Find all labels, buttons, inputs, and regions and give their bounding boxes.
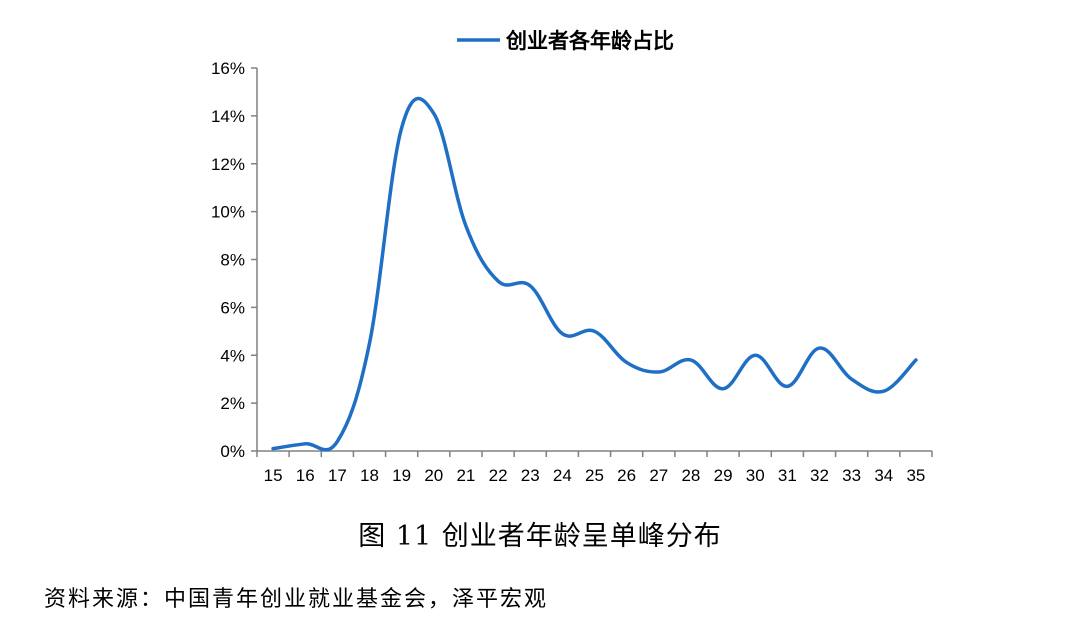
x-tick-label: 35: [906, 466, 925, 485]
series-line: [271, 96, 918, 452]
data-point: [335, 439, 339, 443]
x-tick-label: 18: [360, 466, 379, 485]
data-point: [368, 341, 372, 345]
x-tick-label: 26: [617, 466, 636, 485]
y-tick-label: 6%: [220, 298, 245, 317]
x-tick-label: 34: [874, 466, 893, 485]
x-tick-label: 17: [328, 466, 347, 485]
x-tick-label: 27: [649, 466, 668, 485]
x-tick-label: 30: [746, 466, 765, 485]
data-point: [625, 360, 629, 364]
data-point: [882, 389, 886, 393]
x-tick-label: 20: [424, 466, 443, 485]
legend: 创业者各年龄占比: [457, 29, 674, 53]
x-tick-label: 25: [585, 466, 604, 485]
data-point: [496, 279, 500, 283]
x-tick-label: 33: [842, 466, 861, 485]
y-tick-label: 2%: [220, 394, 245, 413]
x-tick-label: 29: [714, 466, 733, 485]
x-tick-label: 32: [810, 466, 829, 485]
data-point: [464, 224, 468, 228]
data-point: [271, 447, 275, 451]
x-tick-label: 23: [521, 466, 540, 485]
source-note: 资料来源：中国青年创业就业基金会，泽平宏观: [44, 587, 549, 612]
data-point: [593, 329, 597, 333]
data-point: [432, 111, 436, 115]
data-point: [689, 358, 693, 362]
data-point: [721, 387, 725, 391]
y-tick-label: 4%: [220, 346, 245, 365]
data-point: [785, 384, 789, 388]
data-point: [753, 353, 757, 357]
data-point: [528, 284, 532, 288]
y-tick-label: 16%: [211, 59, 245, 78]
legend-label: 创业者各年龄占比: [505, 29, 674, 53]
x-tick-label: 16: [296, 466, 315, 485]
y-tick-label: 10%: [211, 203, 245, 222]
series-layer: [271, 96, 918, 452]
x-tick-label: 31: [778, 466, 797, 485]
chart-axes: 0% 2% 4% 6% 8% 10% 12% 14% 16% 15 16 17 18 19 20 21 22 23…: [211, 59, 933, 485]
data-point: [303, 442, 307, 446]
x-tick-label: 24: [553, 466, 572, 485]
y-tick-label: 12%: [211, 155, 245, 174]
y-tick-label: 14%: [211, 107, 245, 126]
y-tick-label: 0%: [220, 442, 245, 461]
data-point: [914, 358, 918, 362]
figure-caption: 图 11 创业者年龄呈单峰分布: [358, 521, 722, 552]
x-tick-label: 22: [489, 466, 508, 485]
data-point: [560, 332, 564, 336]
data-point: [818, 346, 822, 350]
x-tick-label: 19: [392, 466, 411, 485]
x-tick-label: 15: [264, 466, 283, 485]
x-tick-label: 21: [456, 466, 475, 485]
data-point: [657, 370, 661, 374]
x-tick-label: 28: [681, 466, 700, 485]
y-tick-label: 8%: [220, 251, 245, 270]
data-point: [850, 377, 854, 381]
data-point: [400, 126, 404, 130]
